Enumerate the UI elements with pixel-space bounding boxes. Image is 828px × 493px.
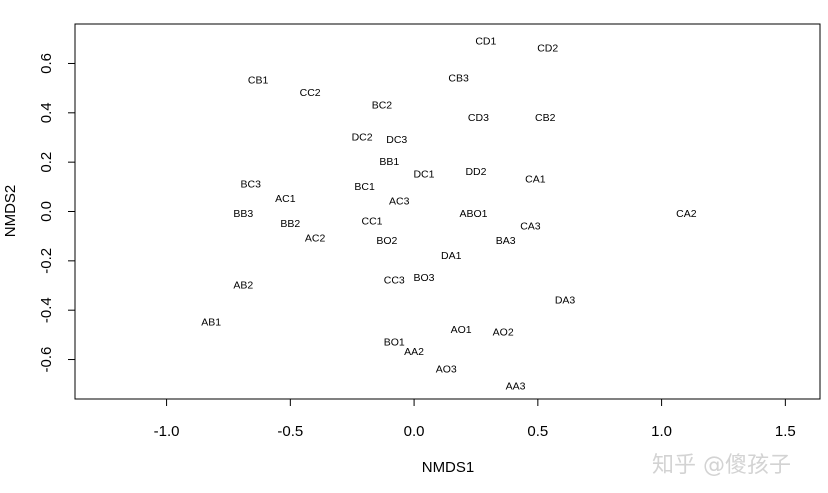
y-tick-label: -0.6 xyxy=(38,347,55,373)
point-label: BO1 xyxy=(384,336,405,348)
point-label: BO2 xyxy=(376,235,397,247)
point-label: BB3 xyxy=(233,208,253,220)
point-label: AB1 xyxy=(201,317,221,329)
point-label: CD1 xyxy=(475,35,496,47)
point-label: AA2 xyxy=(404,346,424,358)
point-label: AO3 xyxy=(436,363,457,375)
point-label: AC1 xyxy=(275,193,296,205)
point-label: AA3 xyxy=(506,381,526,393)
point-labels: CD1 CD2 CB3 CB1 CC2 BC2 CD3 CB2 DC2 DC3 BB1 DC1 DD2 C… xyxy=(201,35,697,392)
point-label: CA2 xyxy=(676,208,697,220)
point-label: ABO1 xyxy=(459,208,487,220)
watermark: 知乎 @傻孩子 xyxy=(652,453,791,478)
point-label: BB1 xyxy=(379,156,399,168)
y-tick-label: -0.2 xyxy=(38,248,55,274)
x-tick-label: 0.5 xyxy=(527,423,548,440)
point-label: CB1 xyxy=(248,75,269,87)
x-axis-title: NMDS1 xyxy=(422,459,475,476)
point-label: BA3 xyxy=(496,235,516,247)
y-tick-label: 0.0 xyxy=(38,201,55,222)
point-label: DA3 xyxy=(555,294,576,306)
y-tick-label: 0.6 xyxy=(38,53,55,74)
point-label: CC1 xyxy=(362,215,383,227)
x-tick-label: -0.5 xyxy=(277,423,303,440)
point-label: CC3 xyxy=(384,275,405,287)
y-axis-title: NMDS2 xyxy=(2,185,19,238)
point-label: BO3 xyxy=(413,272,434,284)
x-axis: -1.0 -0.5 0.0 0.5 1.0 1.5 xyxy=(154,398,796,440)
point-label: AO2 xyxy=(493,326,514,338)
point-label: AB2 xyxy=(233,280,253,292)
point-label: CA3 xyxy=(520,220,541,232)
point-label: DC1 xyxy=(413,168,434,180)
point-label: DC2 xyxy=(352,131,373,143)
point-label: AC2 xyxy=(305,233,326,245)
point-label: CC2 xyxy=(300,87,321,99)
point-label: CD3 xyxy=(468,112,489,124)
point-label: BC3 xyxy=(241,178,262,190)
point-label: DC3 xyxy=(386,134,407,146)
point-label: BB2 xyxy=(280,218,300,230)
point-label: BC1 xyxy=(354,181,375,193)
x-tick-label: 1.0 xyxy=(651,423,672,440)
x-tick-label: -1.0 xyxy=(154,423,180,440)
y-tick-label: 0.2 xyxy=(38,152,55,173)
point-label: CA1 xyxy=(525,173,546,185)
point-label: CD2 xyxy=(537,43,558,55)
point-label: AC3 xyxy=(389,196,410,208)
point-label: DD2 xyxy=(465,166,486,178)
point-label: AO1 xyxy=(451,324,472,336)
y-tick-label: -0.4 xyxy=(38,297,55,323)
y-axis: -0.6 -0.4 -0.2 0.0 0.2 0.4 0.6 xyxy=(38,53,76,373)
point-label: BC2 xyxy=(372,99,393,111)
x-tick-label: 0.0 xyxy=(404,423,425,440)
point-label: DA1 xyxy=(441,250,462,262)
x-tick-label: 1.5 xyxy=(775,423,796,440)
point-label: CB2 xyxy=(535,112,556,124)
y-tick-label: 0.4 xyxy=(38,102,55,123)
point-label: CB3 xyxy=(448,72,469,84)
